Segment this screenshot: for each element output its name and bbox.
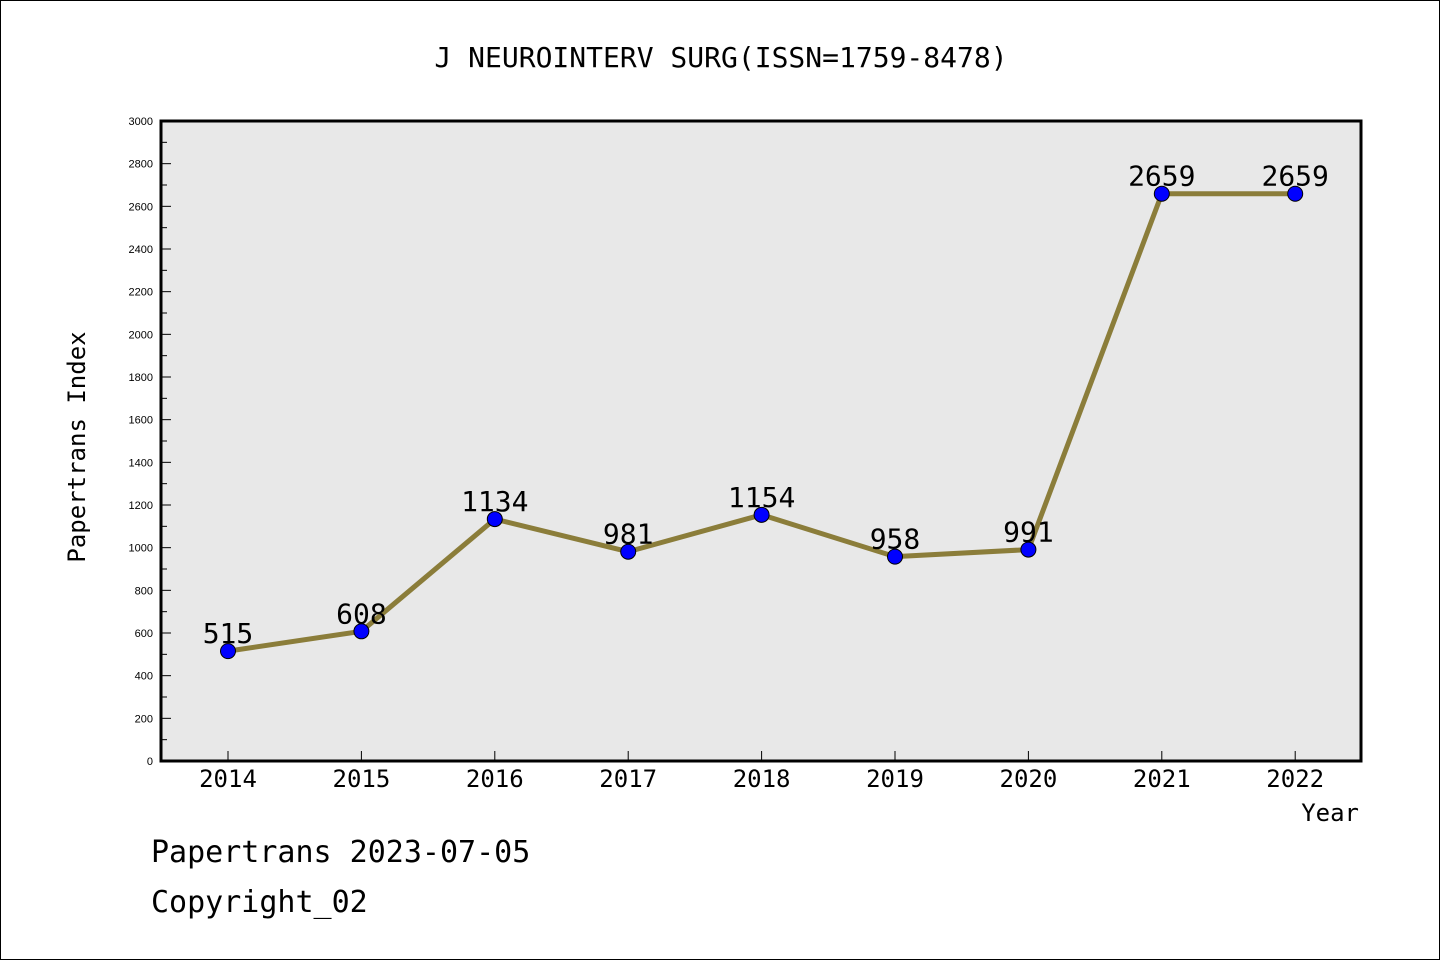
- y-tick-label: 2400: [129, 244, 153, 256]
- footer-copyright: Copyright_02: [151, 885, 368, 920]
- y-tick-label: 1400: [129, 457, 153, 469]
- data-label: 1134: [461, 485, 528, 518]
- x-tick-label: 2020: [1000, 765, 1058, 793]
- x-tick-label: 2022: [1266, 765, 1324, 793]
- data-point: [887, 548, 903, 565]
- x-tick-label: 2021: [1133, 765, 1191, 793]
- y-tick-label: 3000: [129, 116, 153, 128]
- x-axis: 2014 2015 2016 2017 2018 2019 2020 2021 2022: [199, 751, 1324, 793]
- data-label: 515: [203, 617, 254, 650]
- data-point: [1153, 185, 1170, 202]
- plot-area: [159, 119, 1363, 763]
- y-tick-label: 800: [135, 585, 153, 597]
- footer-date: Papertrans 2023-07-05: [151, 835, 531, 870]
- x-tick-label: 2017: [599, 765, 657, 793]
- data-point: [1020, 541, 1037, 558]
- x-tick-label: 2014: [199, 765, 257, 793]
- data-point: [220, 643, 236, 660]
- x-tick-label: 2019: [866, 765, 924, 793]
- y-tick-label: 2200: [129, 287, 153, 299]
- y-tick-label: 2600: [129, 201, 153, 213]
- y-tick-label: 2800: [129, 159, 153, 171]
- y-axis: 0 200 400 600 800 1000 1200 1400 1600 1800 2000 220…: [129, 116, 171, 768]
- data-point: [353, 623, 370, 640]
- series-papertrans-index: 515 608 1134 981 1154 958 991 2659 2659: [203, 160, 1329, 660]
- y-tick-label: 600: [135, 628, 153, 640]
- y-tick-label: 0: [147, 756, 153, 768]
- y-tick-label: 1800: [129, 372, 153, 384]
- chart-title: J NEUROINTERV SURG(ISSN=1759-8478): [434, 41, 1007, 74]
- data-label: 991: [1003, 516, 1054, 549]
- data-label: 958: [870, 523, 921, 556]
- data-label: 1154: [728, 481, 795, 514]
- y-tick-label: 1000: [129, 543, 153, 555]
- data-point: [620, 543, 637, 560]
- data-label: 2659: [1261, 160, 1328, 193]
- y-tick-label: 1200: [129, 500, 153, 512]
- data-label: 2659: [1128, 160, 1195, 193]
- data-label: 608: [336, 597, 387, 630]
- data-label: 981: [603, 518, 654, 551]
- y-tick-label: 200: [135, 713, 153, 725]
- y-axis-label: Papertrans Index: [63, 331, 91, 562]
- y-tick-label: 2000: [129, 329, 153, 341]
- data-point: [486, 511, 503, 528]
- x-tick-label: 2015: [333, 765, 391, 793]
- x-tick-label: 2018: [733, 765, 791, 793]
- x-axis-label: Year: [1301, 799, 1359, 827]
- x-tick-label: 2016: [466, 765, 524, 793]
- y-tick-label: 1600: [129, 415, 153, 427]
- data-point: [1287, 185, 1304, 202]
- data-point: [753, 506, 770, 523]
- y-tick-label: 400: [135, 671, 153, 683]
